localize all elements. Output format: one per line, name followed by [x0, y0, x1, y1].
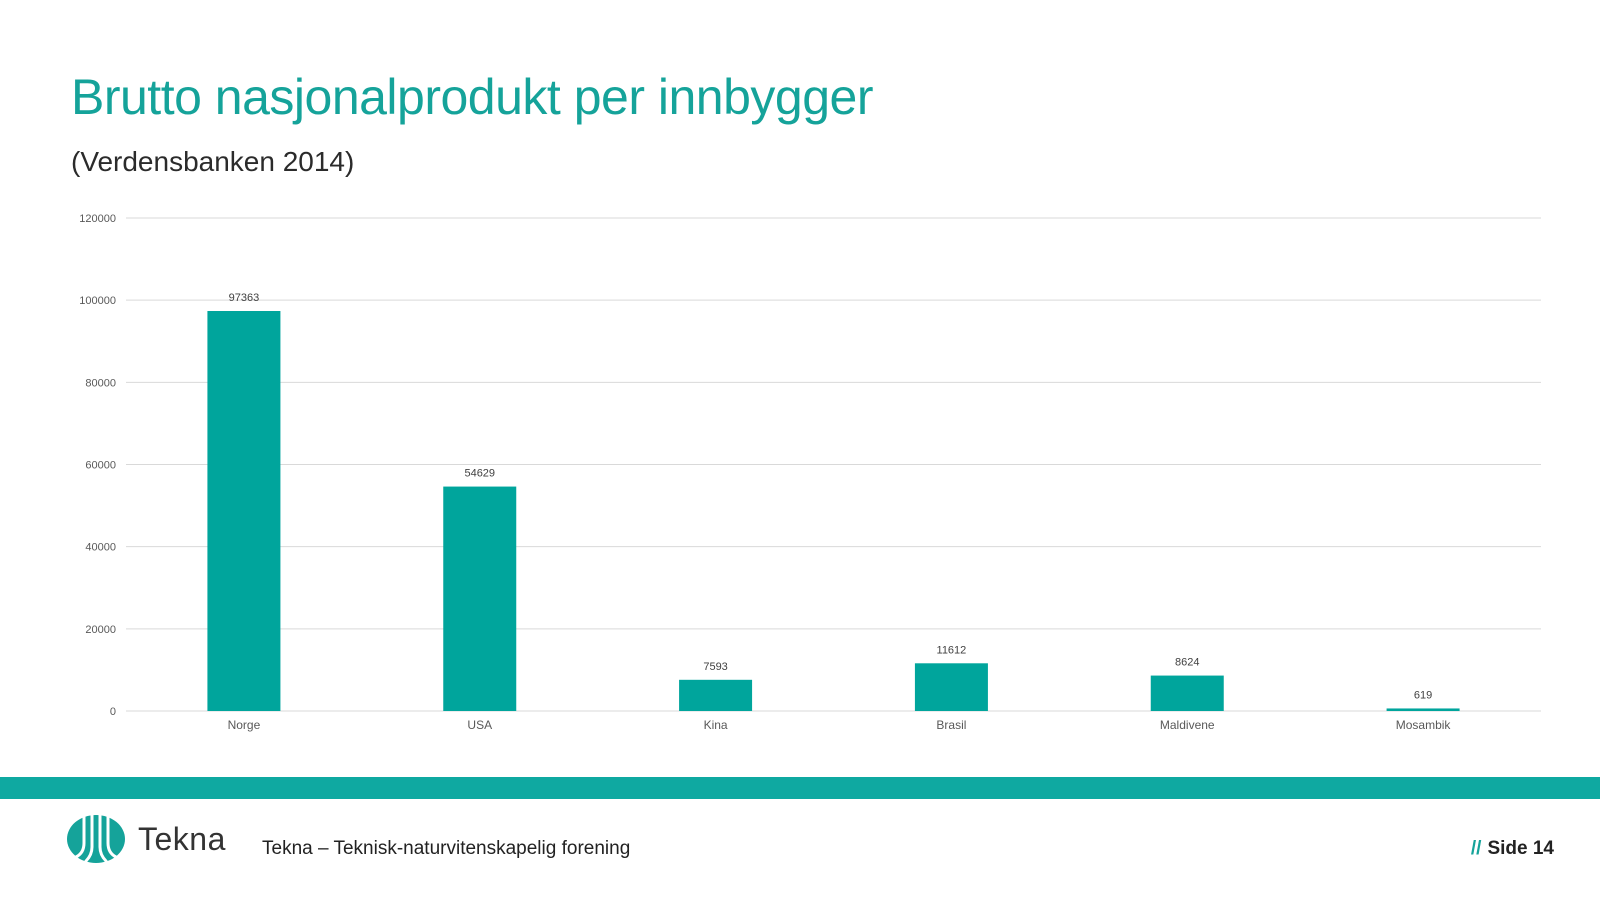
bar-maldivene — [1150, 675, 1224, 711]
x-tick-label: Maldivene — [1160, 718, 1215, 732]
y-tick-label: 100000 — [79, 295, 116, 307]
page-number: //Side 14 — [1471, 838, 1554, 860]
bar-chart: 0 20000 40000 60000 80000 100000 120000 97363 5… — [79, 213, 1541, 732]
page-label: Side 14 — [1487, 838, 1554, 859]
bar-norge — [207, 311, 281, 711]
data-label: 97363 — [229, 292, 260, 304]
x-tick-label: Mosambik — [1396, 718, 1452, 732]
y-tick-label: 80000 — [85, 377, 116, 389]
gridlines — [126, 217, 1541, 712]
tekna-logo-icon — [67, 813, 125, 863]
x-tick-label: Brasil — [936, 718, 966, 732]
data-label: 7593 — [703, 661, 727, 673]
slide-subtitle: (Verdensbanken 2014) — [71, 146, 355, 177]
data-label: 11612 — [937, 644, 967, 656]
x-tick-label: USA — [467, 718, 492, 732]
y-axis-ticks: 0 20000 40000 60000 80000 100000 120000 — [79, 213, 116, 718]
footer-band — [0, 777, 1600, 799]
data-labels: 97363 54629 7593 11612 8624 619 — [229, 292, 1433, 701]
bar-usa — [443, 486, 517, 711]
bar-mosambik — [1386, 708, 1460, 711]
tekna-logo: Tekna — [66, 813, 226, 865]
bar-kina — [679, 679, 753, 711]
footer-organization: Tekna – Teknisk-naturvitenskapelig foren… — [262, 838, 631, 859]
logo-text: Tekna — [138, 820, 226, 857]
y-tick-label: 120000 — [79, 213, 116, 225]
bars — [207, 311, 1460, 711]
data-label: 8624 — [1175, 657, 1199, 669]
data-label: 54629 — [464, 468, 495, 480]
x-axis-ticks: Norge USA Kina Brasil Maldivene Mosambik — [228, 718, 1452, 732]
page-prefix: // — [1470, 838, 1482, 859]
y-tick-label: 60000 — [85, 460, 116, 472]
y-tick-label: 20000 — [85, 624, 116, 636]
y-tick-label: 40000 — [85, 542, 116, 554]
x-tick-label: Norge — [228, 718, 261, 732]
y-tick-label: 0 — [110, 706, 116, 718]
data-label: 619 — [1414, 689, 1432, 701]
bar-brasil — [914, 663, 988, 711]
x-tick-label: Kina — [704, 718, 728, 732]
slide-title: Brutto nasjonalprodukt per innbygger — [71, 69, 873, 125]
